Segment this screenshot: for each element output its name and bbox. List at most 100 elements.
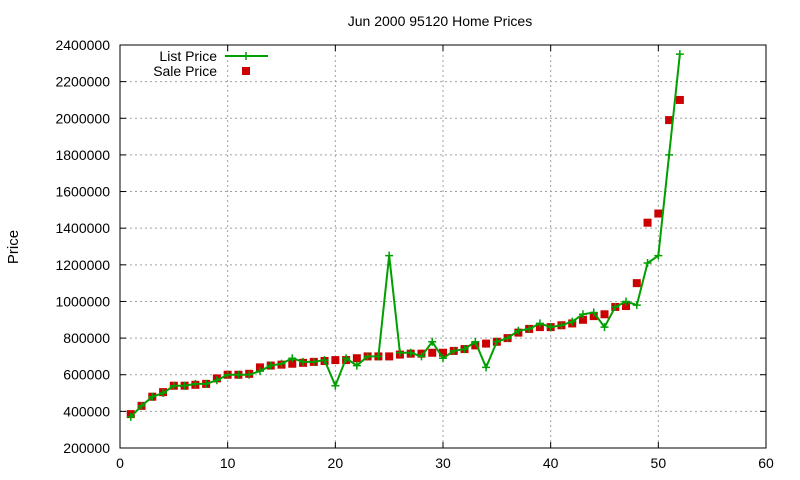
axes: 0 10 20 30 40 50 60 200000 400000 600000 800000 100… bbox=[55, 37, 774, 471]
list-price-point bbox=[406, 348, 415, 357]
series-layer bbox=[126, 50, 684, 421]
sale-price-point bbox=[482, 339, 491, 348]
y-tick-label: 2400000 bbox=[55, 37, 110, 53]
grid-lines bbox=[120, 45, 766, 448]
y-tick-label: 1200000 bbox=[55, 257, 110, 273]
y-tick-label: 800000 bbox=[63, 330, 110, 346]
chart-title: Jun 2000 95120 Home Prices bbox=[348, 13, 532, 29]
list-price-line bbox=[130, 54, 681, 418]
list-price-point bbox=[245, 370, 254, 379]
list-price-point bbox=[643, 258, 652, 267]
sale-price-point bbox=[428, 348, 437, 357]
list-price-point bbox=[665, 150, 674, 159]
list-price-point bbox=[611, 302, 620, 311]
y-tick-label: 1800000 bbox=[55, 147, 110, 163]
list-price-point bbox=[234, 370, 243, 379]
list-price-point bbox=[589, 308, 598, 317]
list-price-point bbox=[180, 381, 189, 390]
legend-marker-list-price bbox=[242, 52, 250, 60]
list-price-series bbox=[126, 50, 684, 421]
list-price-point bbox=[492, 337, 501, 346]
x-tick-label: 0 bbox=[116, 455, 124, 471]
x-tick-label: 50 bbox=[651, 455, 667, 471]
sale-price-point bbox=[352, 354, 361, 363]
list-price-point bbox=[514, 326, 523, 335]
list-price-point bbox=[546, 323, 555, 332]
x-tick-label: 20 bbox=[328, 455, 344, 471]
list-price-point bbox=[169, 381, 178, 390]
list-price-point bbox=[191, 379, 200, 388]
list-price-point bbox=[417, 352, 426, 361]
list-price-point bbox=[568, 317, 577, 326]
list-price-point bbox=[654, 251, 663, 260]
sale-price-point bbox=[331, 356, 340, 365]
list-price-point bbox=[428, 337, 437, 346]
list-price-point bbox=[471, 337, 480, 346]
list-price-point bbox=[277, 359, 286, 368]
y-tick-label: 1400000 bbox=[55, 220, 110, 236]
y-tick-label: 2000000 bbox=[55, 110, 110, 126]
list-price-point bbox=[482, 363, 491, 372]
y-tick-label: 200000 bbox=[63, 440, 110, 456]
list-price-point bbox=[557, 321, 566, 330]
y-tick-label: 1600000 bbox=[55, 184, 110, 200]
list-price-point bbox=[202, 379, 211, 388]
list-price-point bbox=[632, 301, 641, 310]
sale-price-point bbox=[600, 310, 609, 319]
y-tick-label: 2200000 bbox=[55, 74, 110, 90]
legend-swatch-sale-price bbox=[242, 67, 250, 75]
list-price-point bbox=[363, 352, 372, 361]
list-price-point bbox=[212, 376, 221, 385]
sale-price-series bbox=[126, 95, 684, 419]
plot-frame bbox=[119, 44, 767, 449]
list-price-point bbox=[622, 297, 631, 306]
list-price-point bbox=[600, 323, 609, 332]
y-tick-label: 600000 bbox=[63, 367, 110, 383]
list-price-point bbox=[223, 370, 232, 379]
sale-price-point bbox=[675, 95, 684, 104]
list-price-point bbox=[395, 348, 404, 357]
sale-price-point bbox=[385, 352, 394, 361]
list-price-point bbox=[460, 345, 469, 354]
list-price-point bbox=[288, 354, 297, 363]
sale-price-point bbox=[439, 348, 447, 357]
list-price-point bbox=[675, 50, 684, 59]
list-price-point bbox=[503, 334, 512, 343]
sale-price-point bbox=[578, 315, 587, 324]
list-price-point bbox=[385, 251, 394, 260]
list-price-point bbox=[159, 389, 168, 398]
legend-label-sale-price: Sale Price bbox=[153, 63, 217, 79]
list-price-point bbox=[342, 354, 351, 363]
sale-price-point bbox=[643, 218, 652, 227]
list-price-point bbox=[439, 354, 447, 363]
list-price-point bbox=[148, 392, 157, 401]
x-tick-label: 10 bbox=[220, 455, 236, 471]
legend-label-list-price: List Price bbox=[159, 48, 217, 64]
list-price-point bbox=[266, 361, 275, 370]
list-price-point bbox=[331, 381, 340, 390]
sale-price-point bbox=[622, 302, 631, 311]
list-price-point bbox=[137, 401, 146, 410]
y-tick-label: 1000000 bbox=[55, 293, 110, 309]
list-price-point bbox=[299, 357, 308, 366]
list-price-point bbox=[578, 310, 587, 319]
list-price-point bbox=[535, 319, 544, 328]
list-price-point bbox=[352, 361, 361, 370]
list-price-point bbox=[525, 324, 534, 333]
x-tick-label: 60 bbox=[758, 455, 774, 471]
list-price-point bbox=[126, 412, 135, 421]
x-tick-label: 40 bbox=[543, 455, 559, 471]
list-price-point bbox=[320, 356, 329, 365]
list-price-point bbox=[309, 357, 318, 366]
sale-price-point bbox=[632, 279, 641, 288]
list-price-point bbox=[449, 346, 458, 355]
list-price-point bbox=[374, 352, 383, 361]
sale-price-point bbox=[665, 116, 674, 125]
x-tick-label: 30 bbox=[435, 455, 451, 471]
sale-price-point bbox=[654, 209, 663, 218]
list-price-point bbox=[255, 367, 264, 376]
y-axis-label: Price bbox=[5, 230, 22, 264]
y-tick-label: 400000 bbox=[63, 403, 110, 419]
